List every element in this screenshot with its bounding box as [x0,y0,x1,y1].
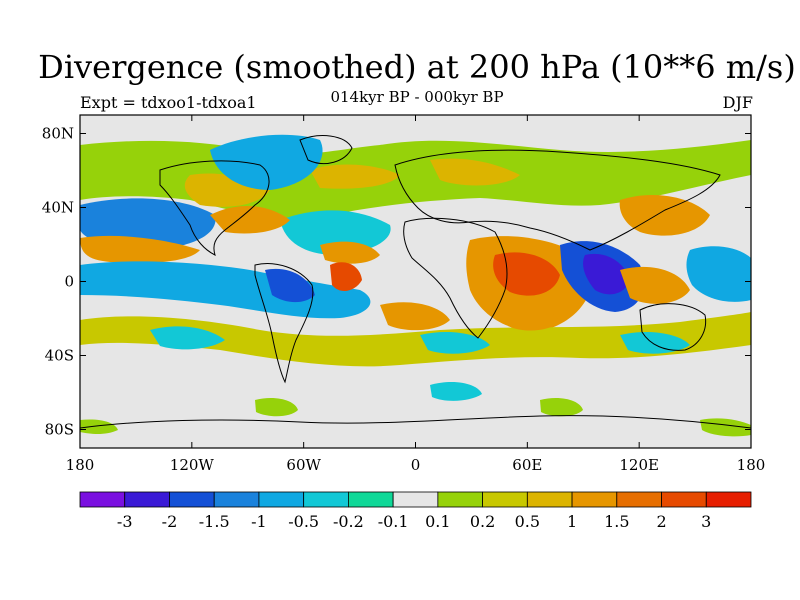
page-title: Divergence (smoothed) at 200 hPa (10**6 … [38,48,796,86]
coast-antarctica [80,415,751,429]
lon-tick-label: 120E [619,456,659,474]
contour-negative-atlantic [280,210,391,256]
lat-tick-label: 0 [64,273,74,291]
lon-tick-label: 120W [170,456,215,474]
latitude-axis: 80N 40N 0 40S 80S [42,125,751,439]
lat-tick-label: 40S [45,347,74,365]
contour-positive-brazil [330,262,362,292]
colorbar-swatch [258,491,305,508]
colorbar-swatch [213,491,260,508]
coast-eurasia [394,149,721,251]
colorbar-swatch [437,491,484,508]
coast-south-america [254,263,314,384]
colorbar-label: 0.1 [425,512,450,531]
colorbar-label: -2 [162,512,178,531]
lon-tick-label: 0 [411,456,421,474]
contour-negative-amazon [265,268,315,303]
coast-australia [639,303,707,351]
colorbar-swatch [616,491,662,508]
colorbar-label: 3 [701,512,711,531]
lat-tick-label: 40N [42,199,74,217]
lat-tick-label: 80S [45,421,74,439]
colorbar-label: -3 [117,512,133,531]
contour-positive-africa-core [493,252,560,296]
colorbar-swatch [482,491,528,508]
colorbar-swatch [347,491,394,508]
contour-negative-south [150,326,690,354]
contour-positive-south [80,312,751,367]
colorbar-label: 2 [656,512,666,531]
longitude-axis: 180 120W 60W 0 60E 120E 180 [66,115,766,474]
colorbar-label: 1 [567,512,577,531]
colorbar-swatch [124,491,170,508]
colorbar-swatch [392,491,439,508]
contour-positive-south-orange [380,302,560,331]
colorbar-swatch [661,491,707,508]
colorbar-swatch [705,491,752,508]
lat-tick-label: 80N [42,125,74,143]
contour-negative-maritime-core [583,253,630,295]
colorbar-label: -0.5 [288,512,319,531]
contour-positive-subtropic [80,205,380,264]
divergence-field [80,134,751,437]
colorbar-label: -1.5 [199,512,230,531]
colorbar-swatch [526,491,573,508]
coast-africa [403,217,508,339]
colorbar-swatch [303,491,349,508]
colorbar-swatch [169,491,215,508]
page-subtitle: 014kyr BP - 000kyr BP [330,88,504,106]
colorbar-swatch [79,491,126,508]
coastlines [80,135,751,429]
colorbar-label: 1.5 [604,512,629,531]
lon-tick-label: 180 [66,456,95,474]
colorbar-label: -1 [251,512,267,531]
coast-greenland [299,135,353,164]
colorbar-label: 0.2 [470,512,495,531]
colorbar: -3 -2 -1.5 -1 -0.5 -0.2 -0.1 0.1 0.2 0.5 1 1.5 2 3 [79,491,752,531]
season-label: DJF [722,93,753,112]
contour-negative-central-pacific [686,246,751,302]
coast-north-america [159,160,270,256]
colorbar-label: 0.5 [515,512,540,531]
lon-tick-label: 60W [286,456,321,474]
contour-positive-north-core [184,158,520,207]
colorbar-swatch [571,491,618,508]
lon-tick-label: 60E [512,456,542,474]
contour-negative-equatorial [80,261,371,319]
contour-negative-greenland [210,134,323,190]
experiment-label: Expt = tdxoo1-tdxoa1 [80,93,257,112]
lon-tick-label: 180 [737,456,766,474]
contour-positive-west-pacific [619,195,710,304]
colorbar-label: -0.2 [333,512,364,531]
colorbar-label: -0.1 [378,512,409,531]
contour-negative-southern-ocean [430,381,482,401]
